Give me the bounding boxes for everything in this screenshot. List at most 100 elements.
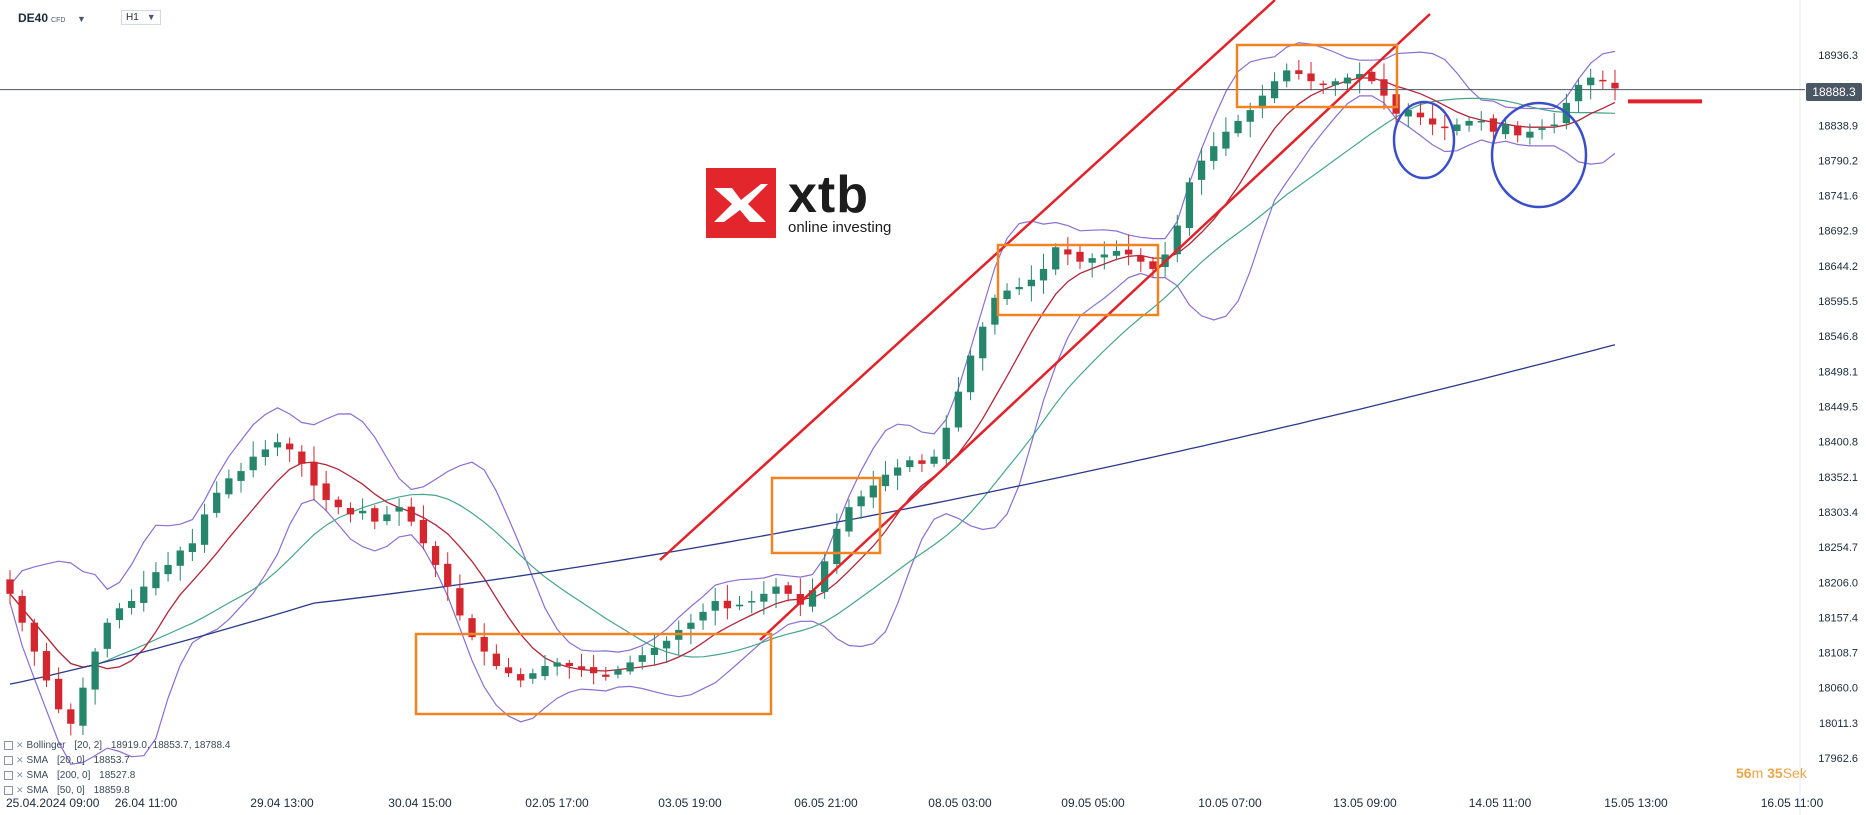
y-axis: 18936.3 18838.9 18790.2 18741.6 18692.9 18644… [1818, 50, 1858, 765]
candle-body [79, 687, 87, 726]
checkbox-icon[interactable] [4, 771, 13, 780]
checkbox-icon[interactable] [4, 786, 13, 795]
bollinger-upper [9, 42, 1616, 653]
candle-body [1453, 124, 1461, 131]
legend-item[interactable]: ✕ SMA [50, 0] 18859.8 [4, 783, 230, 798]
countdown-seconds: 35 [1767, 765, 1783, 781]
candle-body [346, 508, 355, 515]
candle-body [1587, 77, 1595, 86]
y-tick-label: 18108.7 [1818, 648, 1858, 660]
countdown-minutes: 56 [1736, 765, 1752, 781]
chevron-down-icon[interactable]: ▼ [77, 14, 86, 24]
candle-body [1477, 120, 1485, 123]
candle-body [893, 467, 902, 476]
checkbox-icon[interactable] [4, 741, 13, 750]
candle-body [821, 561, 829, 592]
logo-mark [706, 168, 776, 238]
candle-body [200, 514, 209, 545]
candle-body [334, 499, 342, 508]
y-tick-label: 18741.6 [1818, 191, 1858, 203]
candle-body [857, 496, 865, 507]
candle-body [1234, 120, 1242, 134]
consolidation-box [770, 476, 882, 555]
symbol-selector[interactable]: DE40 CFD ▼ [18, 10, 86, 25]
candle-body [1197, 160, 1206, 180]
x-tick-label: 09.05 05:00 [1061, 796, 1125, 810]
candle-body [723, 600, 732, 609]
candle-body [760, 593, 768, 602]
candle-body [164, 564, 172, 575]
x-tick-label: 10.05 07:00 [1198, 796, 1262, 810]
close-icon[interactable]: ✕ [16, 770, 24, 780]
candle-body [1416, 112, 1425, 118]
candle-body [1173, 225, 1181, 255]
x-tick-label: 03.05 19:00 [658, 796, 722, 810]
candle-body [127, 601, 136, 608]
candle-body [602, 674, 610, 677]
checkbox-icon[interactable] [4, 756, 13, 765]
legend-label: Bollinger [26, 740, 66, 751]
x-axis: 25.04.2024 09:00 26.04 11:00 29.04 13:00 30… [6, 796, 1824, 810]
candle-body [1465, 120, 1473, 126]
y-tick-label: 18011.3 [1819, 718, 1858, 730]
candle-body [419, 519, 428, 544]
candle-body [930, 456, 938, 464]
candle-body [1599, 79, 1607, 82]
candle-body [1368, 71, 1376, 82]
legend-values: 18919.0, 18853.7, 18788.4 [110, 740, 231, 751]
y-tick-label: 18546.8 [1818, 331, 1858, 343]
xtb-logo: xtb online investing [706, 168, 891, 238]
y-tick-label: 18400.8 [1818, 437, 1858, 449]
timeframe-selector[interactable]: H1 ▼ [121, 10, 161, 25]
candle-body [881, 474, 890, 487]
candle-body [796, 594, 804, 605]
candle-body [480, 636, 488, 652]
candle-body [1489, 118, 1498, 132]
consolidation-box [996, 243, 1160, 317]
candle-body [1015, 286, 1023, 290]
candle-countdown: 56m 35Sek [1736, 765, 1807, 781]
candle-body [6, 579, 14, 594]
candle-body [845, 507, 853, 532]
candle-body [1526, 131, 1534, 138]
bollinger-lower [9, 95, 1616, 765]
legend-label: SMA [26, 755, 49, 766]
candle-body [517, 674, 525, 681]
pattern-circle [1392, 100, 1456, 180]
y-tick-label: 18352.1 [1818, 472, 1858, 484]
candle-body [650, 647, 659, 655]
candle-body [966, 355, 975, 393]
candle-body [1574, 84, 1583, 102]
channel-upper-line [659, 0, 1276, 561]
annotations [0, 0, 1805, 716]
candle-body [918, 460, 926, 464]
candle-body [444, 563, 452, 587]
legend-item[interactable]: ✕ SMA [200, 0] 18527.8 [4, 768, 230, 783]
y-tick-label: 18157.4 [1818, 612, 1858, 624]
candle-body [638, 655, 646, 662]
y-tick-label: 18595.5 [1818, 296, 1858, 308]
candle-body [748, 601, 756, 603]
legend-label: SMA [26, 770, 49, 781]
candle-body [1343, 77, 1352, 84]
close-icon[interactable]: ✕ [16, 755, 24, 765]
candle-body [176, 550, 184, 566]
y-tick-label: 17962.6 [1818, 753, 1858, 765]
close-icon[interactable]: ✕ [16, 785, 24, 795]
candle-body [1149, 261, 1157, 269]
candle-body [869, 485, 877, 498]
candle-body [735, 604, 744, 607]
legend-item[interactable]: ✕ Bollinger [20, 2] 18919.0, 18853.7, 187… [4, 738, 230, 753]
legend-params: [20, 2] [74, 740, 103, 751]
y-tick-label: 18498.1 [1818, 366, 1858, 378]
y-tick-label: 18838.9 [1818, 120, 1858, 132]
candle-body [188, 543, 197, 553]
y-tick-label: 18936.3 [1818, 50, 1858, 62]
legend-item[interactable]: ✕ SMA [20, 0] 18853.7 [4, 753, 230, 768]
x-tick-label: 29.04 13:00 [250, 796, 314, 810]
close-icon[interactable]: ✕ [16, 740, 24, 750]
candle-body [273, 442, 282, 448]
candle-body [30, 622, 38, 652]
candle-body [456, 588, 464, 616]
